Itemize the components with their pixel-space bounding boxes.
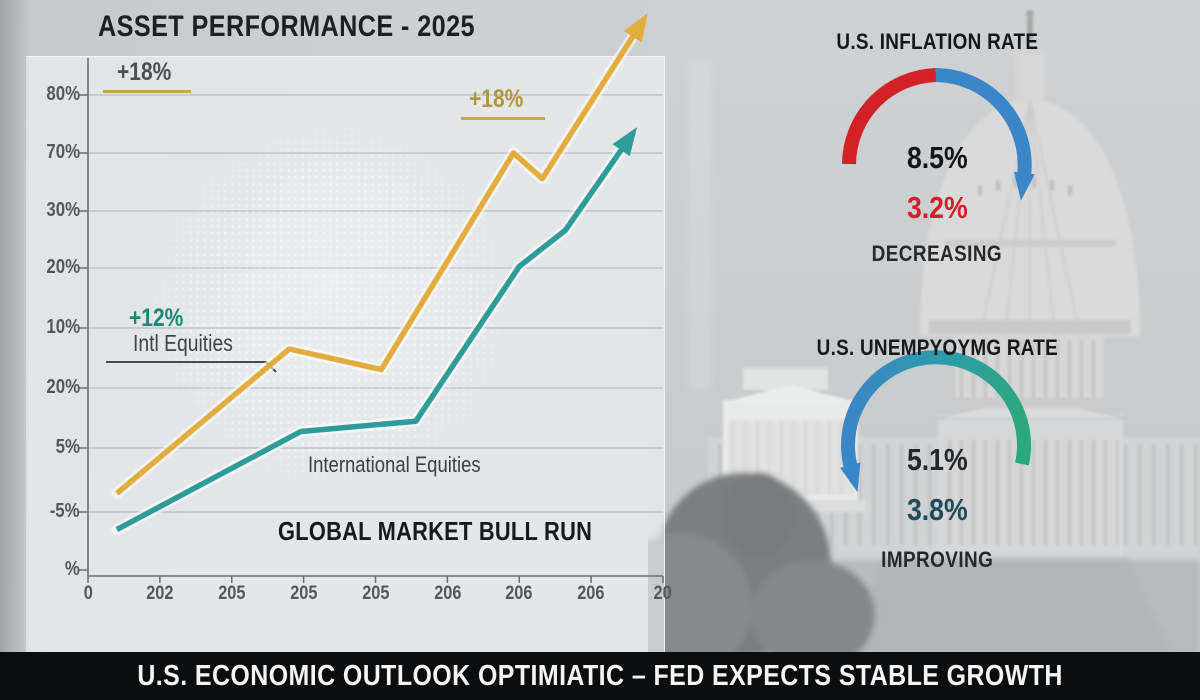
- monument-blur: [688, 60, 712, 390]
- y-tick-label: 70%: [46, 141, 80, 163]
- x-tick-label: 205: [218, 583, 246, 604]
- y-tick-label: 5%: [55, 436, 80, 458]
- y-tick-label: 20%: [46, 376, 80, 398]
- inflation-title: U.S. INFLATION RATE: [836, 29, 1038, 54]
- gold-underline-top: [103, 90, 191, 93]
- unemployment-target-value: 3.8%: [906, 492, 968, 527]
- x-tick-label: 206: [433, 583, 461, 604]
- y-tick-label: 20%: [46, 256, 80, 278]
- x-tick-label: 206: [505, 583, 533, 604]
- banner-text: U.S. ECONOMIC OUTLOOK OPTIMIATIC – FED E…: [137, 659, 1063, 692]
- x-tick-label: 205: [289, 583, 318, 604]
- news-banner: U.S. ECONOMIC OUTLOOK OPTIMIATIC – FED E…: [0, 652, 1200, 700]
- inflation-status: DECREASING: [871, 241, 1003, 266]
- inflation-current-value: 8.5%: [906, 140, 968, 175]
- y-tick-label: 10%: [46, 316, 80, 338]
- unemployment-status: IMPROVING: [880, 547, 994, 572]
- us-gain-annotation-top: +18%: [117, 58, 172, 86]
- y-tick-label: -5%: [50, 500, 80, 522]
- x-tick-label: 202: [146, 583, 174, 604]
- y-tick-label: 30%: [46, 199, 80, 221]
- unemployment-current-value: 5.1%: [906, 442, 968, 477]
- gold-underline-mid: [461, 117, 545, 120]
- inflation-target-value: 3.2%: [906, 190, 968, 225]
- y-tick-label: %: [65, 558, 80, 580]
- x-tick-label: 205: [361, 583, 390, 604]
- us-gain-annotation-mid: +18%: [469, 85, 524, 113]
- intl-equities-label: Intl Equities: [133, 330, 233, 356]
- chart-caption: GLOBAL MARKET BULL RUN: [278, 516, 593, 546]
- y-tick-label: 80%: [46, 83, 80, 105]
- intl-gain-annotation: +12%: [129, 304, 184, 332]
- foreground-steps-trees: [608, 473, 1200, 677]
- unemployment-title: U.S. UNEMPYOYMG RATE: [816, 335, 1058, 360]
- international-equities-label: International Equities: [308, 452, 481, 477]
- x-tick-label: 206: [577, 583, 605, 604]
- chart-title: ASSET PERFORMANCE - 2025: [98, 10, 475, 43]
- x-tick-label: 0: [83, 583, 93, 604]
- globe-watermark: [145, 118, 520, 493]
- x-tick-label: 20: [653, 583, 673, 604]
